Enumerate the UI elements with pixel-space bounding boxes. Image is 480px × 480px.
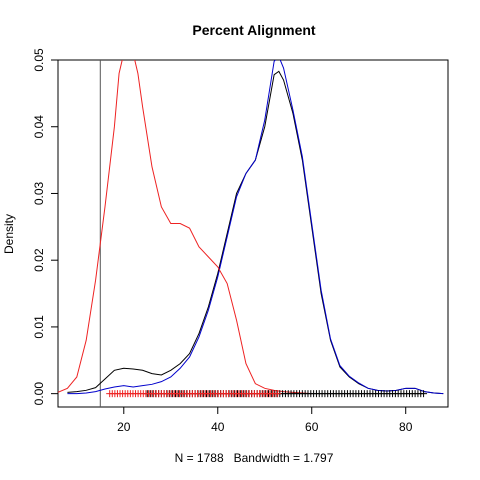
y-tick-label: 0.03: [32, 181, 46, 205]
plot-frame: [57, 59, 449, 408]
plot-marks: [58, 60, 444, 407]
y-tick-label: 0.00: [32, 382, 46, 406]
chart-title: Percent Alignment: [192, 22, 316, 38]
y-axis-label: Density: [2, 214, 16, 254]
y-tick-label: 0.02: [32, 248, 46, 272]
rug-marks: [106, 390, 428, 398]
x-tick-label: 60: [305, 420, 319, 434]
x-axis-label: N = 1788 Bandwidth = 1.797: [175, 451, 334, 465]
x-tick-label: 20: [117, 420, 131, 434]
rug-group-2: [106, 390, 282, 398]
density-curve-2: [67, 60, 444, 395]
y-tick-label: 0.01: [32, 315, 46, 339]
x-axis: 20 40 60 80: [117, 407, 413, 434]
x-tick-label: 40: [211, 420, 225, 434]
y-tick-label: 0.04: [32, 115, 46, 139]
x-tick-label: 80: [399, 420, 413, 434]
density-curve-3: [58, 60, 312, 395]
y-tick-label: 0.05: [32, 48, 46, 72]
density-curve-1: [67, 70, 444, 395]
y-axis: 0.00 0.01 0.02 0.03 0.04 0.05: [32, 48, 58, 405]
